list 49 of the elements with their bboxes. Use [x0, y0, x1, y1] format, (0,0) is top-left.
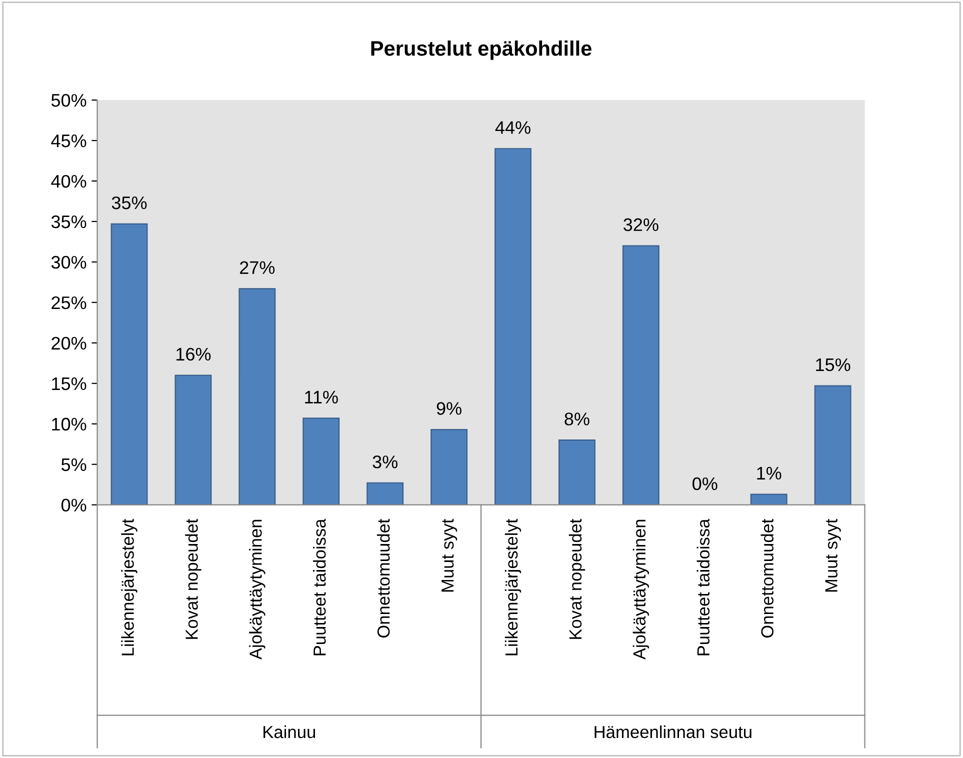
y-tick-label: 20%	[52, 336, 86, 350]
y-tick-label: 50%	[51, 94, 86, 107]
x-tick-label: Ajokäyttäytyminen	[249, 520, 266, 660]
x-tick-label: Liikennejärjestelyt	[504, 518, 522, 656]
y-tick-label: 40%	[51, 174, 86, 188]
y-tick-label: 15%	[52, 377, 86, 390]
y-tick-label: 10%	[52, 418, 86, 431]
x-tick-label: Onnettomuudet	[760, 518, 774, 638]
data-label: 44%	[495, 121, 530, 134]
y-tick-label: 5%	[61, 458, 86, 472]
bar	[366, 482, 404, 505]
data-label: 1%	[757, 466, 782, 480]
data-label: 0%	[692, 477, 718, 490]
x-tick-label: Liikennejärjestelyt	[121, 518, 138, 656]
data-label: 27%	[240, 261, 275, 274]
data-label: 32%	[624, 218, 658, 232]
data-label: 35%	[112, 196, 147, 210]
bar	[302, 418, 340, 505]
data-label: 9%	[436, 402, 462, 415]
bar	[622, 245, 660, 505]
bar	[750, 494, 788, 505]
x-tick-label: Onnettomuudet	[376, 518, 390, 638]
y-tick-label: 45%	[51, 134, 86, 148]
y-tick-label: 0%	[61, 498, 86, 512]
x-tick-label: Puutteet taidoissa	[313, 518, 326, 656]
data-label: 11%	[305, 390, 338, 404]
y-tick-label: 30%	[51, 256, 86, 269]
bar	[558, 440, 596, 505]
bar	[494, 148, 532, 505]
bar	[238, 288, 276, 505]
bar	[430, 428, 468, 505]
data-label: 16%	[176, 348, 211, 361]
x-tick-label: Kovat nopeudet	[568, 518, 586, 639]
text: Kainuu	[264, 725, 316, 738]
y-tick-label: 35%	[51, 215, 86, 228]
x-tick-label: Muut syyt	[825, 518, 841, 592]
y-tick-label: 25%	[52, 296, 86, 310]
x-tick-label: Ajokäyttäytyminen	[632, 520, 650, 660]
x-tick-label: Muut syyt	[442, 518, 458, 592]
data-label: 15%	[816, 358, 850, 372]
x-tick-label: Kovat nopeudet	[185, 518, 202, 639]
chart-title: Perustelut epäkohdille	[371, 40, 592, 60]
bar	[814, 385, 852, 505]
data-label: 3%	[372, 456, 398, 468]
bar	[110, 223, 148, 505]
data-label: 8%	[564, 412, 590, 426]
text: Hämeenlinnan seutu	[594, 725, 752, 738]
x-tick-label: Puutteet taidoissa	[696, 518, 710, 656]
bar	[174, 374, 212, 505]
